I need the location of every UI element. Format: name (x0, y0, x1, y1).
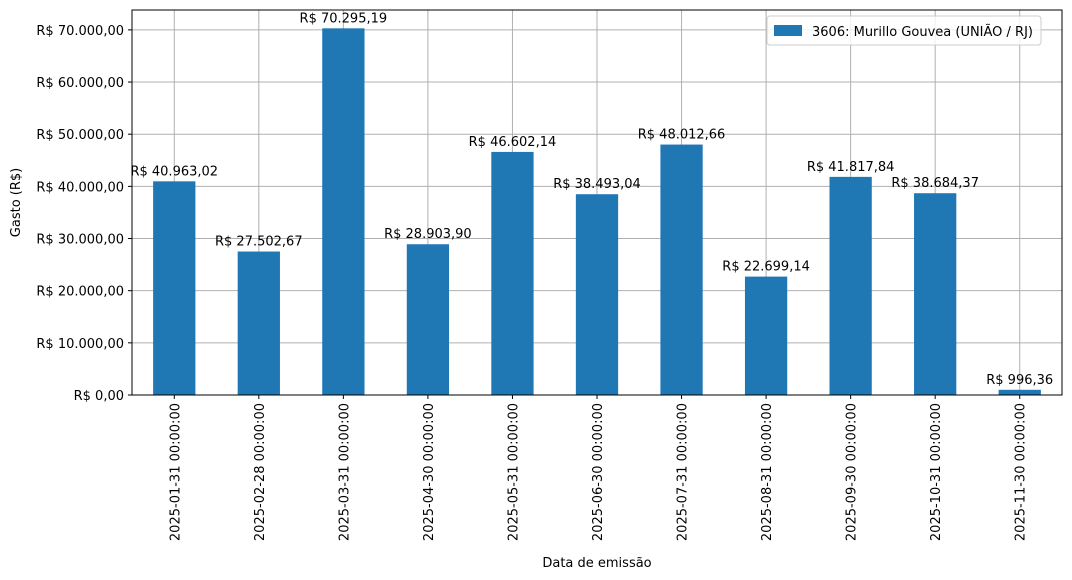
data-label: R$ 41.817,84 (807, 160, 895, 175)
y-tick-label: R$ 0,00 (74, 389, 124, 404)
x-tick-label: 2025-04-30 00:00:00 (422, 403, 437, 541)
y-ticks: R$ 0,00 R$ 10.000,00 R$ 20.000,00 R$ 30.000… (36, 24, 132, 404)
y-tick-label: R$ 50.000,00 (36, 128, 124, 143)
bar (491, 151, 534, 395)
data-label: R$ 27.502,67 (215, 235, 303, 250)
x-tick-label: 2025-03-31 00:00:00 (337, 403, 352, 541)
data-label: R$ 28.903,90 (384, 227, 472, 242)
legend-entry: 3606: Murillo Gouvea (UNIÃO / RJ) (812, 24, 1033, 40)
x-tick-label: 2025-11-30 00:00:00 (1014, 403, 1029, 541)
bar (744, 276, 788, 395)
bar (575, 194, 619, 395)
bar (322, 28, 365, 395)
x-tick-label: 2025-06-30 00:00:00 (591, 403, 606, 541)
bar (660, 144, 703, 395)
x-tick-label: 2025-10-31 00:00:00 (929, 403, 944, 541)
x-tick-label: 2025-02-28 00:00:00 (253, 403, 268, 541)
bar (829, 176, 872, 395)
x-tick-label: 2025-07-31 00:00:00 (676, 403, 691, 541)
data-label: R$ 70.295,19 (300, 11, 388, 26)
data-label: R$ 38.684,37 (891, 176, 979, 191)
x-tick-label: 2025-08-31 00:00:00 (760, 403, 775, 541)
x-axis-label: Data de emissão (542, 556, 651, 571)
bar (237, 251, 280, 395)
x-tick-label: 2025-01-31 00:00:00 (168, 403, 183, 541)
bar (998, 389, 1041, 395)
data-label: R$ 46.602,14 (469, 135, 557, 150)
data-label: R$ 40.963,02 (130, 164, 218, 179)
y-tick-label: R$ 20.000,00 (36, 285, 124, 300)
legend: 3606: Murillo Gouvea (UNIÃO / RJ) (766, 15, 1042, 46)
data-label: R$ 22.699,14 (722, 260, 810, 275)
data-label: R$ 38.493,04 (553, 177, 641, 192)
y-tick-label: R$ 10.000,00 (36, 337, 124, 352)
data-label: R$ 996,36 (986, 373, 1053, 388)
legend-swatch (774, 25, 802, 36)
bar (406, 244, 450, 395)
bar (153, 181, 196, 395)
bar (914, 193, 957, 395)
y-tick-label: R$ 70.000,00 (36, 24, 124, 39)
data-labels: R$ 40.963,02 R$ 27.502,67 R$ 70.295,19 R$ 2… (130, 11, 1053, 387)
y-tick-label: R$ 30.000,00 (36, 233, 124, 248)
y-tick-label: R$ 60.000,00 (36, 76, 124, 91)
bars (153, 28, 1041, 395)
x-ticks: 2025-01-31 00:00:00 2025-02-28 00:00:00 20… (168, 395, 1029, 541)
y-axis-label: Gasto (R$) (9, 168, 24, 237)
data-label: R$ 48.012,66 (638, 128, 726, 143)
y-tick-label: R$ 40.000,00 (36, 180, 124, 195)
x-tick-label: 2025-05-31 00:00:00 (506, 403, 521, 541)
legend-box (766, 15, 1042, 46)
x-tick-label: 2025-09-30 00:00:00 (845, 403, 860, 541)
